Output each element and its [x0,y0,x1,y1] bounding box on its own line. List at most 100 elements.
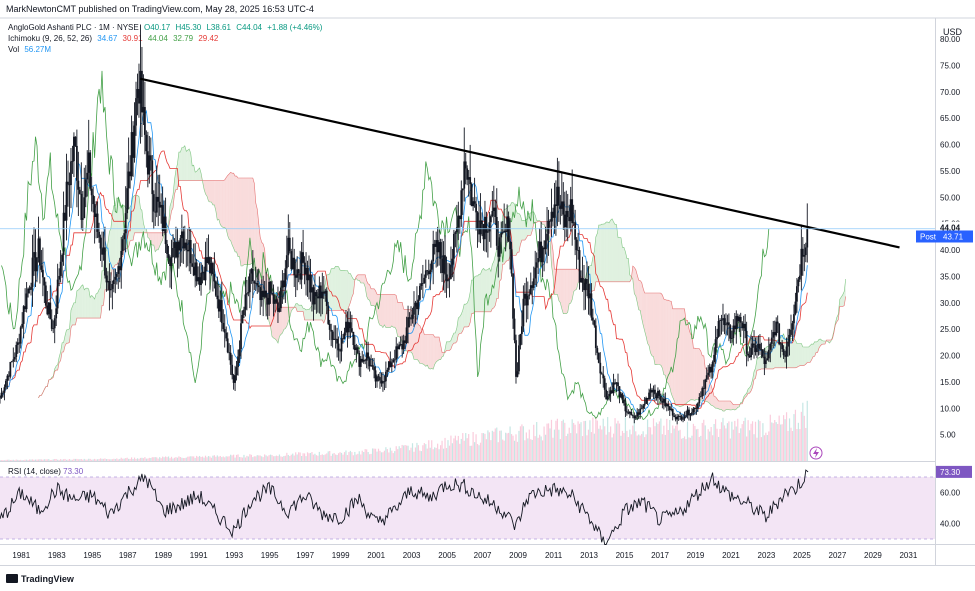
cloud-segment [563,269,565,314]
ichimoku-legend: Ichimoku (9, 26, 52, 26) 34.67 30.91 44.… [8,34,221,43]
candle-body [435,240,438,247]
volume-bar [317,455,319,461]
cloud-segment [464,304,466,327]
senkou-span-a-line [38,145,846,412]
price-tick-label: 30.00 [940,299,961,308]
volume-bar [454,435,456,461]
volume-bar [516,441,519,461]
volume-bar [283,456,285,461]
cloud-segment [431,334,434,370]
volume-bar [589,420,591,461]
symbol-line[interactable]: AngloGold Ashanti PLC · 1M · NYSE [8,23,139,32]
cloud-segment [334,266,336,311]
cloud-segment [696,348,698,400]
candle-body [138,88,140,104]
volume-bar [781,424,783,461]
candle-body [764,360,767,365]
cloud-segment [170,201,172,221]
cloud-segment [712,390,715,407]
volume-bar [382,452,384,461]
cloud-segment [774,341,777,368]
volume-bar [80,459,82,461]
candle-body [637,412,640,415]
lightning-icon[interactable] [809,446,823,460]
price-tick-label: 80.00 [940,35,961,44]
candle-body [801,248,804,257]
cloud-segment [455,327,457,344]
volume-bar [737,418,739,461]
volume-bar [562,419,564,461]
volume-bar [64,458,66,461]
volume-bar [772,423,774,461]
rsi-label[interactable]: RSI (14, close) [8,467,61,476]
volume-bar [741,424,743,461]
cloud-segment [743,394,746,400]
volume-bar [513,440,516,461]
candle-body [772,332,775,338]
volume-bar [657,423,659,461]
volume-bar [141,457,143,461]
candle-body [19,327,22,344]
cloud-segment [360,274,363,284]
candle-body [135,98,137,126]
volume-bar [135,458,137,461]
candle-body [778,323,781,345]
volume-bar [573,422,575,461]
brand-name: TradingView [21,574,74,584]
volume-bar [719,428,721,461]
volume-bar [312,454,315,461]
volume-bar [751,421,754,461]
symbol-legend: AngloGold Ashanti PLC · 1M · NYSE O40.17… [8,23,325,32]
cloud-segment [623,247,626,282]
cloud-segment [793,338,796,368]
cloud-segment [369,284,372,306]
ichimoku-label[interactable]: Ichimoku (9, 26, 52, 26) [8,34,93,43]
cloud-segment [467,299,469,327]
candle-body [200,272,202,286]
cloud-segment [640,280,642,319]
resistance-trendline[interactable] [139,77,900,249]
currency-label[interactable]: USD [943,27,963,37]
vol-label[interactable]: Vol [8,45,20,54]
cloud-segment [192,165,194,181]
volume-bar [89,458,91,461]
candle-body [606,396,609,400]
candle-body [331,331,334,340]
volume-bar [556,418,558,461]
candle-body [515,340,517,377]
cloud-segment [699,348,701,401]
candle-body [170,257,173,266]
candle-body [798,275,801,280]
volume-bar [102,458,105,461]
candle-body [713,354,716,363]
tradingview-logo[interactable]: TradingView [6,574,74,584]
candle-body [578,250,581,283]
cloud-segment [85,288,88,319]
candle-body [583,282,585,291]
volume-bar [534,436,536,461]
volume-bar [193,456,195,461]
time-axis[interactable]: 1981 1983 1985 1987 1989 1991 1993 1995 1997 1999… [12,551,917,560]
volume-bars [0,400,808,461]
candle-body [395,346,398,360]
candle-body [350,328,353,332]
volume-bar [456,440,458,461]
candle-body [256,282,259,286]
cloud-segment [422,329,425,365]
cloud-segment [397,302,400,337]
candle-body [362,359,365,362]
rsi-value: 73.30 [63,467,84,476]
volume-bar [110,459,112,461]
candle-body [50,319,53,329]
trendline-group[interactable] [139,77,900,249]
candle-body [297,269,300,274]
candle-body [753,343,755,346]
volume-bar [720,422,723,461]
candle-body [339,350,341,352]
candle-body [716,337,718,340]
volume-bar [31,459,34,461]
cloud-segment [662,294,664,375]
time-tick-label: 1995 [261,551,279,560]
